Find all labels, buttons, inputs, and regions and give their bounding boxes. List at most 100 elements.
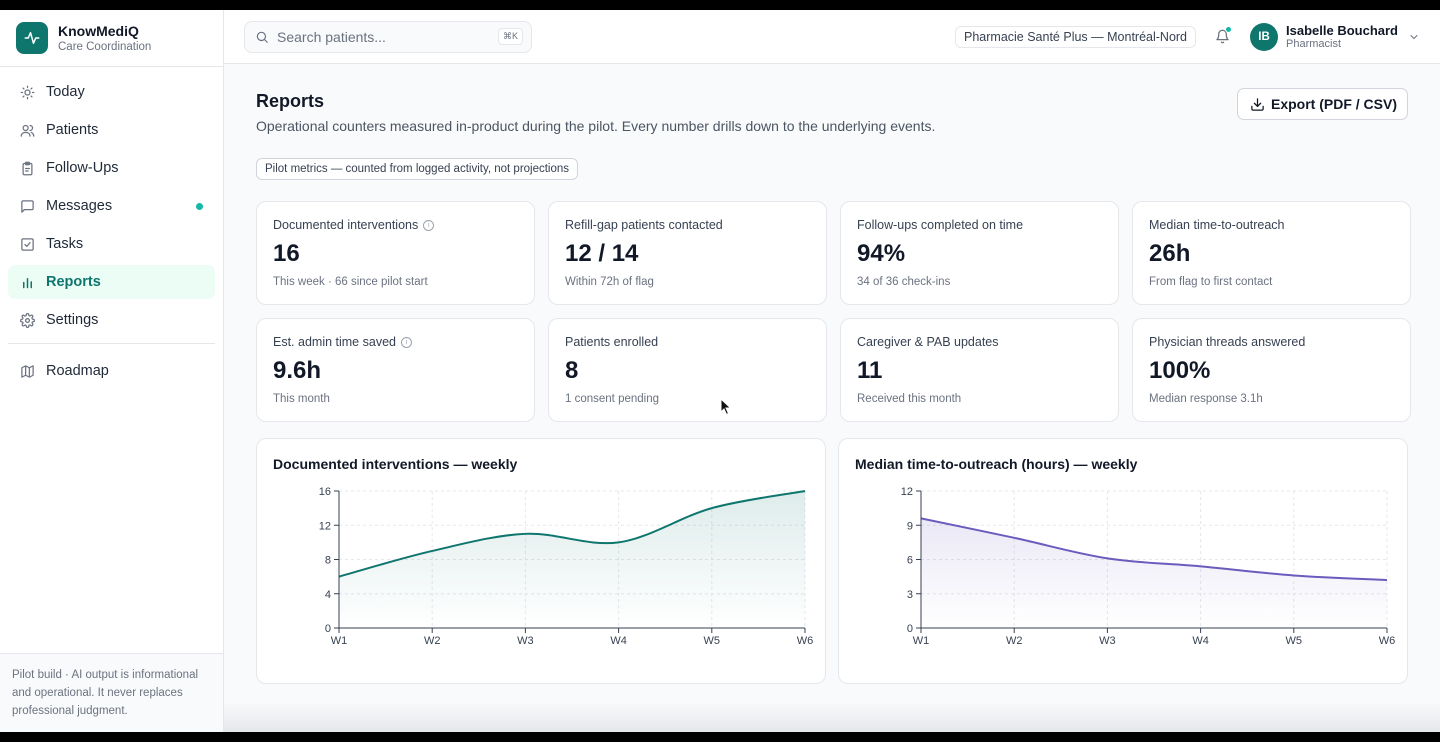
pulse-logo-icon bbox=[16, 22, 48, 54]
sidebar-item-roadmap[interactable]: Roadmap bbox=[8, 354, 215, 388]
metric-value: 9.6h bbox=[273, 357, 322, 384]
mouse-cursor-icon bbox=[720, 398, 732, 416]
metric-sub: From flag to first contact bbox=[1149, 276, 1273, 288]
y-tick-label: 4 bbox=[325, 589, 331, 601]
x-tick-label: W1 bbox=[913, 635, 930, 647]
metric-label: Caregiver & PAB updates bbox=[857, 335, 999, 349]
metric-value: 26h bbox=[1149, 240, 1191, 267]
avatar[interactable]: IB bbox=[1250, 22, 1279, 51]
sidebar-item-settings[interactable]: Settings bbox=[8, 303, 215, 337]
x-tick-label: W1 bbox=[331, 635, 348, 647]
metric-label-row: Documented interventions i bbox=[273, 218, 518, 232]
metric-label: Est. admin time saved bbox=[273, 335, 396, 349]
metric-card[interactable]: Follow-ups completed on time 94% 34 of 3… bbox=[840, 201, 1119, 305]
sidebar-item-today[interactable]: Today bbox=[8, 75, 215, 109]
user-name: Isabelle Bouchard bbox=[1286, 22, 1398, 38]
y-tick-label: 0 bbox=[325, 623, 331, 635]
sidebar-item-follow-ups[interactable]: Follow-Ups bbox=[8, 151, 215, 185]
brand-subtitle: Care Coordination bbox=[58, 40, 152, 53]
series-line bbox=[338, 490, 806, 578]
metric-value: 16 bbox=[273, 240, 300, 267]
metric-label: Refill-gap patients contacted bbox=[565, 218, 723, 232]
metric-sub: Within 72h of flag bbox=[565, 276, 654, 288]
page-subtitle: Operational counters measured in-product… bbox=[256, 118, 936, 134]
metric-card[interactable]: Caregiver & PAB updates 11 Received this… bbox=[840, 318, 1119, 422]
map-icon bbox=[18, 362, 36, 380]
chart-title: Median time-to-outreach (hours) — weekly bbox=[855, 456, 1138, 472]
x-tick-label: W5 bbox=[1286, 635, 1303, 647]
y-tick-label: 16 bbox=[319, 486, 331, 498]
metric-label: Median time-to-outreach bbox=[1149, 218, 1285, 232]
sidebar: KnowMediQ Care Coordination Today Patien… bbox=[0, 10, 224, 732]
sidebar-item-label: Follow-Ups bbox=[46, 160, 119, 176]
sidebar-item-label: Reports bbox=[46, 274, 101, 290]
sidebar-item-reports[interactable]: Reports bbox=[8, 265, 215, 299]
check-square-icon bbox=[18, 235, 36, 253]
series-line bbox=[920, 517, 1388, 582]
x-tick-label: W2 bbox=[1006, 635, 1023, 647]
reports-page: Reports Operational counters measured in… bbox=[224, 88, 1440, 684]
export-label: Export (PDF / CSV) bbox=[1270, 96, 1397, 112]
export-button[interactable]: Export (PDF / CSV) bbox=[1236, 88, 1408, 120]
sidebar-item-label: Tasks bbox=[46, 236, 84, 252]
metric-card[interactable]: Physician threads answered 100% Median r… bbox=[1132, 318, 1411, 422]
interventions-chart[interactable]: 0 4 8 12 16 W1 W2 W3 W4 W5 W6 bbox=[257, 483, 825, 683]
sidebar-item-label: Settings bbox=[46, 312, 99, 328]
metric-value: 8 bbox=[565, 357, 579, 384]
metric-card[interactable]: Documented interventions i 16 This week ·… bbox=[256, 201, 535, 305]
metric-card[interactable]: Patients enrolled 8 1 consent pending bbox=[548, 318, 827, 422]
metric-label: Follow-ups completed on time bbox=[857, 218, 1024, 232]
sidebar-item-patients[interactable]: Patients bbox=[8, 113, 215, 147]
main-area: Search patients... ⌘K Pharmacie Santé Pl… bbox=[224, 10, 1440, 732]
info-icon[interactable]: i bbox=[423, 219, 435, 231]
info-icon[interactable]: i bbox=[400, 336, 412, 348]
sidebar-item-label: Patients bbox=[46, 122, 99, 138]
metric-sub: This week · 66 since pilot start bbox=[273, 276, 428, 288]
gear-icon bbox=[18, 311, 36, 329]
metric-label: Documented interventions bbox=[273, 218, 419, 232]
metric-card[interactable]: Refill-gap patients contacted 12 / 14 Wi… bbox=[548, 201, 827, 305]
metric-label: Patients enrolled bbox=[565, 335, 659, 349]
metric-label: Physician threads answered bbox=[1149, 335, 1306, 349]
search-placeholder: Search patients... bbox=[277, 28, 386, 45]
metric-sub: This month bbox=[273, 393, 330, 405]
metric-sub: 34 of 36 check-ins bbox=[857, 276, 951, 288]
sidebar-item-label: Messages bbox=[46, 198, 113, 214]
bar-chart-icon bbox=[18, 273, 36, 291]
metric-card[interactable]: Est. admin time saved i 9.6h This month bbox=[256, 318, 535, 422]
metric-value: 12 / 14 bbox=[565, 240, 639, 267]
user-role: Pharmacist bbox=[1286, 37, 1342, 50]
app-window: KnowMediQ Care Coordination Today Patien… bbox=[0, 10, 1440, 732]
user-menu[interactable]: Isabelle Bouchard Pharmacist bbox=[1286, 23, 1398, 51]
y-tick-label: 6 bbox=[907, 555, 913, 567]
outreach-time-chart[interactable]: 0 3 6 9 12 W1 W2 W3 W4 W5 W6 bbox=[839, 483, 1407, 683]
metric-card[interactable]: Median time-to-outreach 26h From flag to… bbox=[1132, 201, 1411, 305]
brand-header[interactable]: KnowMediQ Care Coordination bbox=[0, 10, 223, 67]
series-area bbox=[339, 491, 805, 628]
bell-icon bbox=[1215, 29, 1230, 44]
unread-dot bbox=[196, 202, 203, 210]
sidebar-item-messages[interactable]: Messages bbox=[8, 189, 215, 223]
scroll-fade bbox=[224, 702, 1440, 732]
y-tick-label: 0 bbox=[907, 623, 913, 635]
sidebar-item-tasks[interactable]: Tasks bbox=[8, 227, 215, 261]
pilot-metrics-badge: Pilot metrics — counted from logged acti… bbox=[256, 158, 579, 180]
sidebar-divider bbox=[8, 343, 215, 344]
series-area bbox=[921, 518, 1387, 628]
x-tick-label: W2 bbox=[424, 635, 441, 647]
pharmacy-selector[interactable]: Pharmacie Santé Plus — Montréal-Nord bbox=[955, 25, 1197, 48]
page-title: Reports bbox=[256, 91, 325, 111]
interventions-chart-card: Documented interventions — weekly 0 4 8 12 1… bbox=[256, 438, 826, 684]
search-input[interactable]: Search patients... ⌘K bbox=[244, 20, 532, 53]
outreach-chart-card: Median time-to-outreach (hours) — weekly… bbox=[838, 438, 1408, 684]
topbar: Search patients... ⌘K Pharmacie Santé Pl… bbox=[224, 10, 1440, 64]
x-tick-label: W3 bbox=[1099, 635, 1116, 647]
y-tick-label: 12 bbox=[901, 486, 913, 498]
clipboard-icon bbox=[18, 159, 36, 177]
search-icon bbox=[255, 30, 269, 44]
chevron-down-icon[interactable] bbox=[1408, 31, 1420, 43]
sidebar-item-label: Today bbox=[46, 84, 85, 100]
message-icon bbox=[18, 197, 36, 215]
x-tick-label: W4 bbox=[610, 635, 627, 647]
notifications-button[interactable] bbox=[1210, 25, 1234, 49]
